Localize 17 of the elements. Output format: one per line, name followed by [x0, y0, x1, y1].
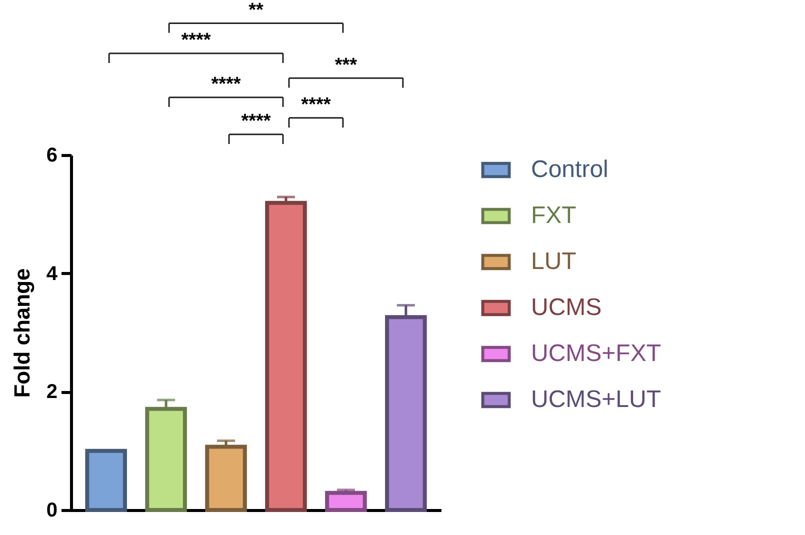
y-tick-label: 4 — [46, 262, 58, 285]
legend-label: FXT — [531, 202, 577, 229]
legend-label: UCMS — [531, 294, 602, 321]
y-tick-label: 0 — [46, 500, 58, 522]
text: **** — [301, 94, 332, 116]
text: **** — [211, 74, 242, 96]
text: *** — [334, 54, 358, 76]
y-tick-label: 2 — [46, 381, 58, 404]
legend-label: LUT — [531, 248, 577, 275]
y-tick-label: 6 — [46, 144, 58, 166]
text: **** — [181, 30, 212, 52]
legend-label: UCMS+FXT — [531, 340, 662, 367]
text: ** — [248, 0, 264, 21]
y-axis-title: Fold change — [9, 268, 34, 398]
legend-label: Control — [531, 156, 608, 183]
text: **** — [241, 111, 272, 132]
legend-label: UCMS+LUT — [531, 386, 662, 413]
